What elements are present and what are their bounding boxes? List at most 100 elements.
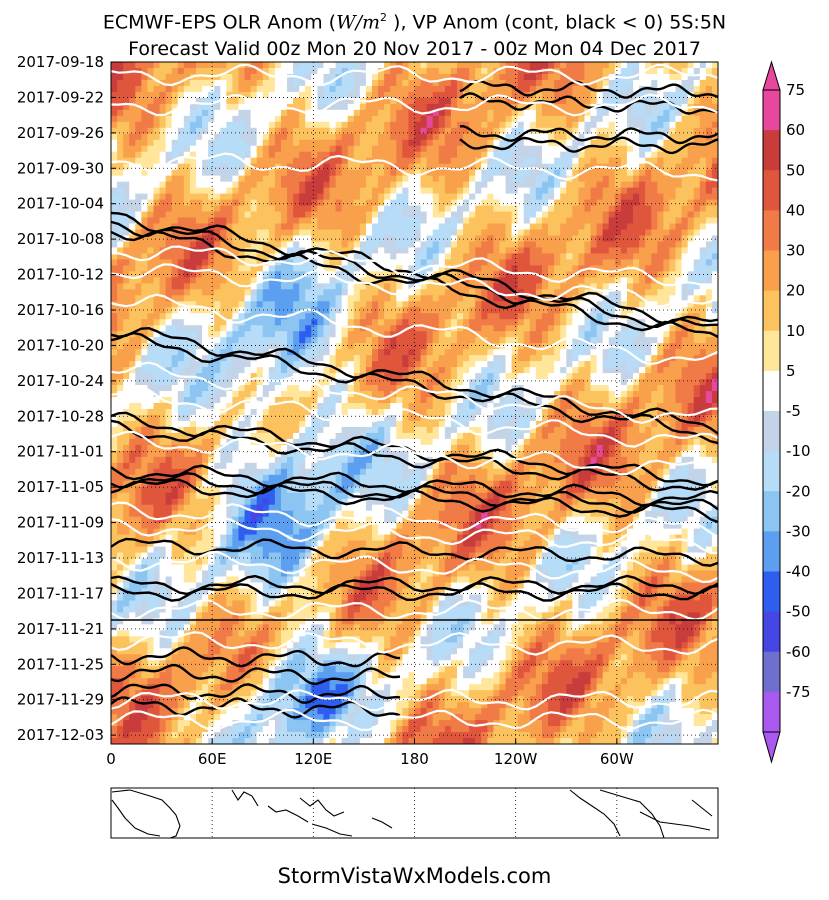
heat-cell <box>329 355 337 362</box>
heat-cell <box>450 157 458 165</box>
heat-cell <box>560 73 567 81</box>
heat-cell <box>353 259 361 266</box>
heat-cell <box>560 127 567 135</box>
heat-cell <box>711 115 718 123</box>
heat-cell <box>444 151 452 159</box>
heat-cell <box>280 169 288 177</box>
heat-cell <box>165 289 173 296</box>
heat-cell <box>420 247 428 255</box>
heat-cell <box>444 85 452 93</box>
heat-cell <box>675 211 683 219</box>
heat-cell <box>699 73 707 81</box>
heat-cell <box>475 229 482 237</box>
heat-cell <box>153 121 161 129</box>
heat-cell <box>529 151 537 159</box>
heat-cell <box>378 205 385 213</box>
heat-cell <box>147 235 155 243</box>
heat-cell <box>274 241 282 249</box>
heat-cell <box>171 325 179 332</box>
heat-cell <box>669 289 677 296</box>
heat-cell <box>347 319 355 326</box>
heat-cell <box>189 115 197 123</box>
heat-cell <box>493 211 501 219</box>
heat-cell <box>141 199 149 207</box>
heat-cell <box>208 109 215 117</box>
heat-cell <box>329 175 337 183</box>
heat-cell <box>341 217 349 225</box>
heat-cell <box>384 325 391 332</box>
heat-cell <box>365 319 373 326</box>
heat-cell <box>396 157 403 165</box>
heat-cell <box>353 121 361 129</box>
heat-cell <box>141 337 149 344</box>
heat-cell <box>129 217 136 225</box>
heat-cell <box>244 181 252 189</box>
heat-cell <box>147 277 155 284</box>
heat-cell <box>639 259 646 266</box>
heat-cell <box>365 337 373 344</box>
heat-cell <box>620 211 628 219</box>
heat-cell <box>693 349 701 356</box>
heat-cell <box>268 127 276 135</box>
heat-cell <box>657 169 664 177</box>
heat-cell <box>626 97 634 105</box>
heat-cell <box>705 217 713 225</box>
heat-cell <box>244 343 252 350</box>
heat-cell <box>620 283 628 290</box>
heat-cell <box>444 103 452 111</box>
heat-cell <box>280 319 288 326</box>
heat-cell <box>147 187 155 195</box>
heat-cell <box>469 289 476 296</box>
heat-cell <box>347 265 355 272</box>
heat-cell <box>475 343 482 350</box>
heat-cell <box>359 181 367 189</box>
heat-cell <box>450 283 458 290</box>
heat-cell <box>535 337 543 344</box>
heat-cell <box>311 127 318 135</box>
heat-cell <box>578 199 586 207</box>
heat-cell <box>438 157 446 165</box>
heat-cell <box>195 103 203 111</box>
heat-cell <box>305 121 312 129</box>
heat-cell <box>159 145 167 153</box>
heat-cell <box>165 181 173 189</box>
heat-cell <box>329 97 337 105</box>
heat-cell <box>353 247 361 255</box>
heat-cell <box>402 283 410 290</box>
heat-cell <box>341 247 349 255</box>
heat-cell <box>208 151 215 159</box>
heat-cell <box>645 169 652 177</box>
heat-cell <box>141 217 149 225</box>
heat-cell <box>450 241 458 249</box>
heat-cell <box>129 91 136 99</box>
heat-cell <box>517 271 525 278</box>
heat-cell <box>456 271 464 278</box>
heat-cell <box>414 307 422 314</box>
heat-cell <box>456 325 464 332</box>
heat-cell <box>256 247 264 255</box>
heat-cell <box>323 163 331 171</box>
heat-cell <box>341 343 349 350</box>
heat-cell <box>365 229 373 237</box>
heat-cell <box>578 319 586 326</box>
heat-cell <box>232 67 240 75</box>
heat-cell <box>183 151 191 159</box>
heat-cell <box>669 73 677 81</box>
heat-cell <box>554 127 561 135</box>
heat-cell <box>420 181 428 189</box>
heat-cell <box>450 247 458 255</box>
heat-cell <box>566 127 573 135</box>
heat-cell <box>517 211 525 219</box>
heat-cell <box>657 307 664 314</box>
heat-cell <box>341 349 349 356</box>
heat-cell <box>505 115 513 123</box>
heat-cell <box>226 301 233 308</box>
heat-cell <box>560 187 567 195</box>
heat-cell <box>238 325 246 332</box>
heat-cell <box>620 223 628 231</box>
heat-cell <box>220 73 227 81</box>
heat-cell <box>232 343 240 350</box>
heat-cell <box>511 325 519 332</box>
heat-cell <box>426 337 434 344</box>
heat-cell <box>693 247 701 255</box>
